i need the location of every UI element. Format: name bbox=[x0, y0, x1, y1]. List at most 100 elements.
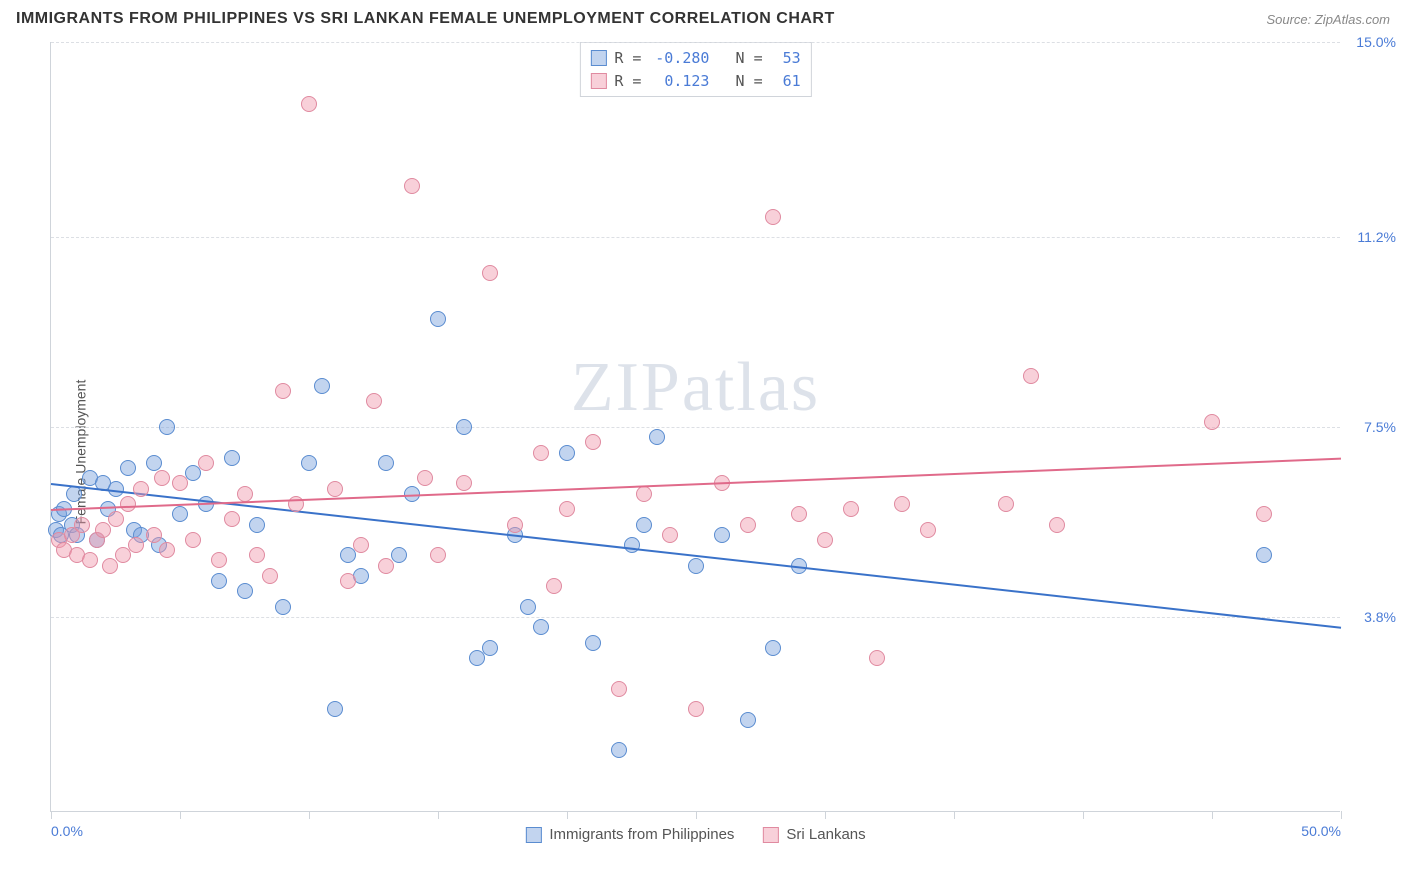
data-point-srilankans bbox=[159, 542, 175, 558]
data-point-srilankans bbox=[920, 522, 936, 538]
x-tick bbox=[438, 811, 439, 819]
n-label: N = bbox=[717, 47, 762, 70]
gridline bbox=[51, 427, 1340, 428]
data-point-srilankans bbox=[82, 552, 98, 568]
data-point-srilankans bbox=[507, 517, 523, 533]
data-point-srilankans bbox=[301, 96, 317, 112]
data-point-philippines bbox=[391, 547, 407, 563]
data-point-srilankans bbox=[482, 265, 498, 281]
gridline bbox=[51, 42, 1340, 43]
data-point-philippines bbox=[714, 527, 730, 543]
data-point-srilankans bbox=[120, 496, 136, 512]
correlation-row-philippines: R =-0.280 N =53 bbox=[590, 47, 800, 70]
data-point-philippines bbox=[688, 558, 704, 574]
data-point-philippines bbox=[249, 517, 265, 533]
data-point-philippines bbox=[430, 311, 446, 327]
correlation-row-srilankans: R =0.123 N =61 bbox=[590, 70, 800, 93]
data-point-philippines bbox=[765, 640, 781, 656]
data-point-srilankans bbox=[185, 532, 201, 548]
data-point-srilankans bbox=[559, 501, 575, 517]
legend-item: Sri Lankans bbox=[762, 826, 865, 843]
data-point-philippines bbox=[314, 378, 330, 394]
data-point-srilankans bbox=[1204, 414, 1220, 430]
data-point-philippines bbox=[559, 445, 575, 461]
data-point-srilankans bbox=[340, 573, 356, 589]
title-bar: IMMIGRANTS FROM PHILIPPINES VS SRI LANKA… bbox=[0, 0, 1406, 32]
x-tick bbox=[954, 811, 955, 819]
data-point-srilankans bbox=[894, 496, 910, 512]
legend-label: Immigrants from Philippines bbox=[549, 826, 734, 843]
data-point-philippines bbox=[456, 419, 472, 435]
data-point-srilankans bbox=[585, 434, 601, 450]
data-point-philippines bbox=[1256, 547, 1272, 563]
data-point-philippines bbox=[482, 640, 498, 656]
data-point-philippines bbox=[146, 455, 162, 471]
data-point-philippines bbox=[585, 635, 601, 651]
data-point-srilankans bbox=[378, 558, 394, 574]
r-value: -0.280 bbox=[649, 47, 709, 70]
data-point-srilankans bbox=[456, 475, 472, 491]
trend-line-srilankans bbox=[51, 458, 1341, 511]
n-label: N = bbox=[717, 70, 762, 93]
y-tick-label: 11.2% bbox=[1346, 229, 1396, 245]
data-point-philippines bbox=[120, 460, 136, 476]
data-point-srilankans bbox=[172, 475, 188, 491]
data-point-philippines bbox=[520, 599, 536, 615]
data-point-philippines bbox=[301, 455, 317, 471]
data-point-srilankans bbox=[765, 209, 781, 225]
data-point-srilankans bbox=[740, 517, 756, 533]
data-point-srilankans bbox=[791, 506, 807, 522]
data-point-philippines bbox=[611, 742, 627, 758]
legend-swatch bbox=[590, 50, 606, 66]
legend-swatch bbox=[525, 827, 541, 843]
chart-title: IMMIGRANTS FROM PHILIPPINES VS SRI LANKA… bbox=[16, 10, 835, 28]
data-point-philippines bbox=[172, 506, 188, 522]
x-tick bbox=[180, 811, 181, 819]
watermark: ZIPatlas bbox=[571, 348, 820, 428]
data-point-srilankans bbox=[249, 547, 265, 563]
x-tick bbox=[696, 811, 697, 819]
data-point-srilankans bbox=[1256, 506, 1272, 522]
n-value: 53 bbox=[771, 47, 801, 70]
x-tick-label: 0.0% bbox=[51, 823, 83, 839]
correlation-legend: R =-0.280 N =53R =0.123 N =61 bbox=[579, 42, 811, 97]
r-value: 0.123 bbox=[649, 70, 709, 93]
data-point-srilankans bbox=[1049, 517, 1065, 533]
n-value: 61 bbox=[771, 70, 801, 93]
data-point-philippines bbox=[224, 450, 240, 466]
x-tick-label: 50.0% bbox=[1301, 823, 1341, 839]
legend-item: Immigrants from Philippines bbox=[525, 826, 734, 843]
data-point-srilankans bbox=[546, 578, 562, 594]
x-tick bbox=[1083, 811, 1084, 819]
y-tick-label: 7.5% bbox=[1346, 419, 1396, 435]
data-point-srilankans bbox=[224, 511, 240, 527]
data-point-srilankans bbox=[404, 178, 420, 194]
data-point-philippines bbox=[533, 619, 549, 635]
data-point-srilankans bbox=[611, 681, 627, 697]
data-point-philippines bbox=[275, 599, 291, 615]
data-point-srilankans bbox=[417, 470, 433, 486]
data-point-srilankans bbox=[662, 527, 678, 543]
data-point-srilankans bbox=[688, 701, 704, 717]
data-point-srilankans bbox=[366, 393, 382, 409]
data-point-philippines bbox=[624, 537, 640, 553]
data-point-srilankans bbox=[262, 568, 278, 584]
data-point-srilankans bbox=[636, 486, 652, 502]
data-point-srilankans bbox=[237, 486, 253, 502]
data-point-srilankans bbox=[1023, 368, 1039, 384]
data-point-srilankans bbox=[998, 496, 1014, 512]
y-tick-label: 3.8% bbox=[1346, 609, 1396, 625]
data-point-srilankans bbox=[154, 470, 170, 486]
chart-area: Female Unemployment ZIPatlas R =-0.280 N… bbox=[0, 32, 1406, 872]
legend-swatch bbox=[762, 827, 778, 843]
data-point-philippines bbox=[378, 455, 394, 471]
data-point-srilankans bbox=[327, 481, 343, 497]
data-point-srilankans bbox=[275, 383, 291, 399]
data-point-srilankans bbox=[108, 511, 124, 527]
data-point-philippines bbox=[649, 429, 665, 445]
data-point-srilankans bbox=[869, 650, 885, 666]
scatter-plot: ZIPatlas R =-0.280 N =53R =0.123 N =61 I… bbox=[50, 42, 1340, 812]
series-legend: Immigrants from Philippines Sri Lankans bbox=[525, 826, 865, 843]
data-point-srilankans bbox=[211, 552, 227, 568]
data-point-srilankans bbox=[843, 501, 859, 517]
